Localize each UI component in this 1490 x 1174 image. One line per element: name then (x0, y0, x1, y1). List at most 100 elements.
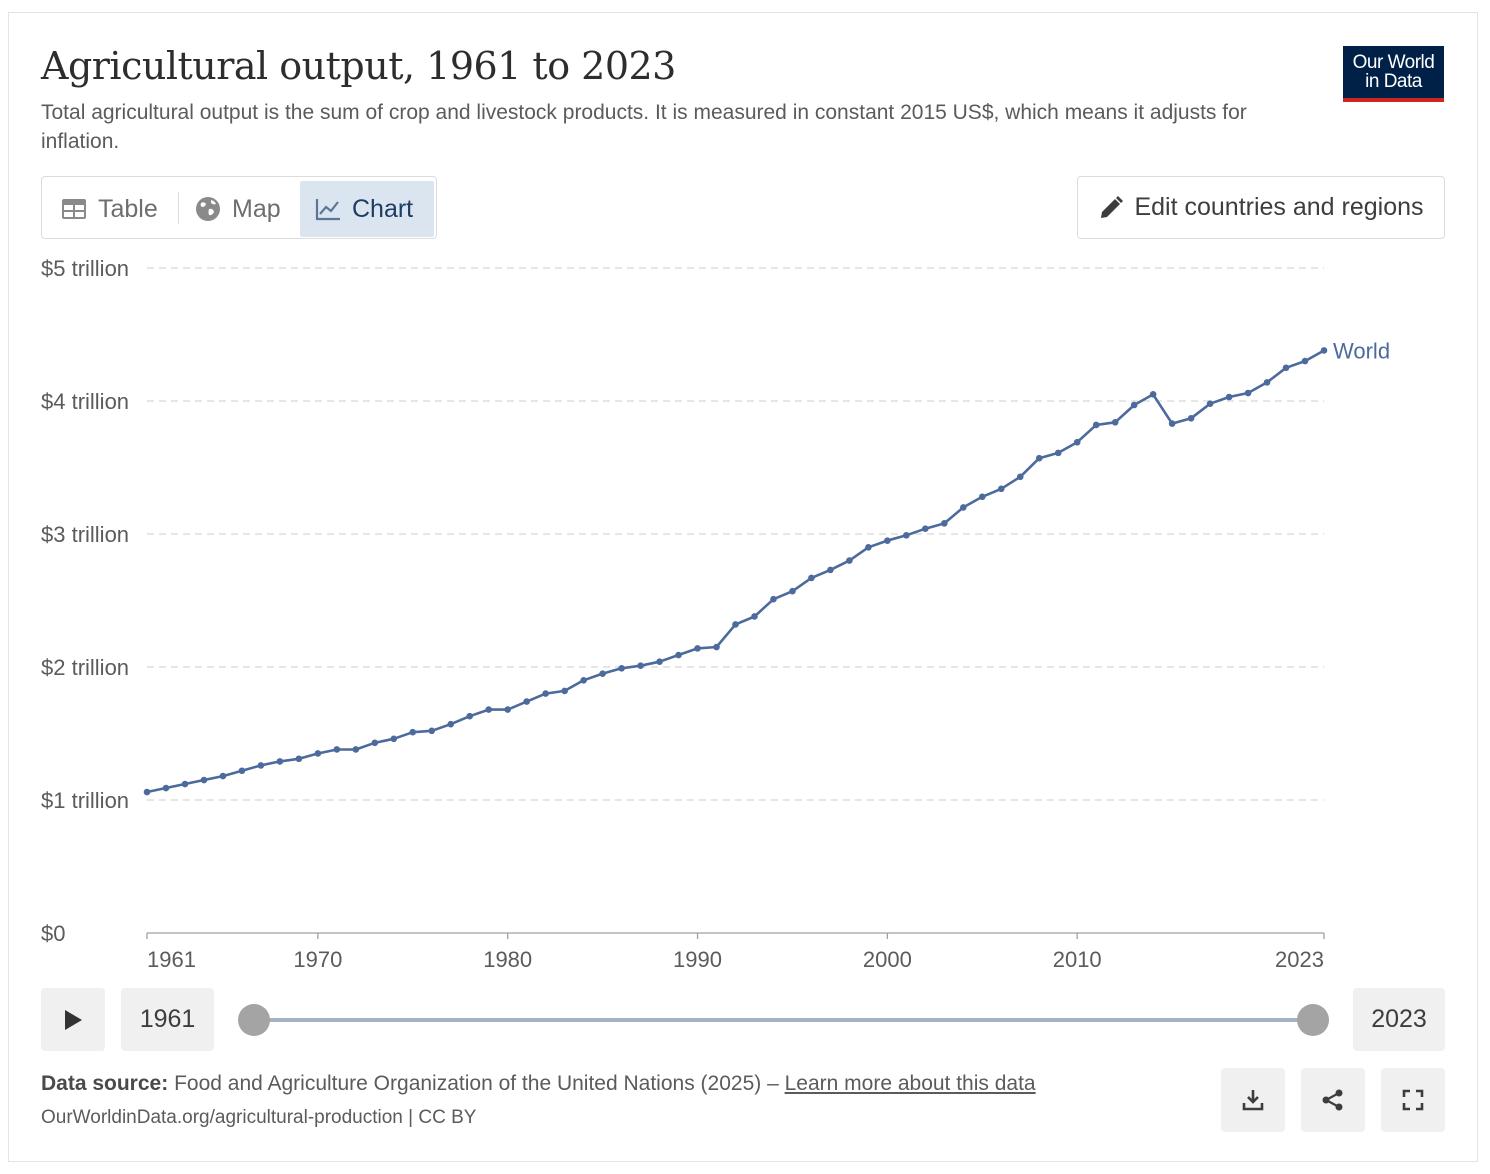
data-source-text: Food and Agriculture Organization of the… (174, 1072, 779, 1095)
learn-more-link[interactable]: Learn more about this data (784, 1072, 1036, 1095)
tab-divider (178, 192, 179, 224)
data-point (694, 645, 701, 652)
data-point (637, 662, 644, 669)
owid-logo[interactable]: Our World in Data (1343, 46, 1444, 102)
y-tick-label: $4 trillion (41, 389, 129, 414)
data-point (447, 720, 455, 728)
data-point (1016, 473, 1024, 481)
data-point (1244, 389, 1252, 397)
download-button[interactable] (1221, 1068, 1285, 1132)
data-point (1073, 438, 1081, 446)
data-point (808, 574, 815, 582)
data-point (770, 595, 777, 603)
data-point (1130, 401, 1138, 409)
tab-table-label: Table (98, 194, 158, 223)
view-tabs: Table Map Chart (41, 176, 437, 239)
data-point (1320, 347, 1328, 354)
data-point (162, 784, 170, 792)
logo-line-1: Our World (1352, 52, 1435, 73)
x-tick-label: 1961 (147, 947, 196, 972)
pencil-icon (1101, 195, 1124, 218)
data-point (732, 621, 739, 628)
line-chart-icon (315, 199, 340, 221)
x-tick-label: 2023 (1275, 947, 1324, 972)
data-point (865, 544, 872, 551)
tab-chart-label: Chart (352, 194, 414, 223)
data-point (314, 750, 322, 757)
data-point (1263, 379, 1271, 386)
data-point (713, 643, 720, 651)
data-point (409, 728, 417, 736)
data-point (580, 677, 587, 684)
data-point (997, 485, 1005, 493)
line-chart: $0 $1 trillion $2 trillion $3 trillion $4 tr… (41, 256, 1390, 972)
series-label-world: World (1333, 338, 1390, 363)
tab-map-label: Map (232, 194, 281, 223)
data-point (1282, 364, 1290, 372)
data-point (846, 557, 853, 564)
data-point (675, 651, 682, 659)
y-tick-label: $3 trillion (41, 522, 129, 547)
edit-countries-label: Edit countries and regions (1134, 193, 1424, 221)
data-point (276, 758, 284, 765)
x-tick-label: 1970 (293, 947, 342, 972)
data-point (1092, 421, 1100, 429)
data-point (219, 772, 227, 780)
logo-line-2: in Data (1365, 71, 1422, 92)
data-source: Data source: Food and Agriculture Organi… (41, 1072, 1036, 1096)
data-point (295, 755, 303, 763)
data-point (238, 767, 246, 775)
data-point (200, 776, 208, 784)
x-tick-label: 2010 (1053, 947, 1102, 972)
data-point (656, 658, 663, 665)
data-point (485, 706, 493, 713)
timeline-slider-track[interactable] (254, 1018, 1313, 1022)
data-point (523, 698, 530, 705)
data-point (1035, 454, 1043, 462)
data-point (789, 587, 796, 595)
data-point (1225, 393, 1233, 401)
y-tick-label: $0 (41, 921, 65, 946)
data-point (390, 735, 398, 743)
data-point (542, 690, 549, 697)
data-point (618, 665, 625, 672)
x-tick-label: 1990 (673, 947, 722, 972)
data-point (352, 746, 360, 753)
data-point (1206, 400, 1214, 407)
data-point (561, 687, 568, 695)
tab-chart[interactable]: Chart (300, 181, 434, 237)
chart-subtitle: Total agricultural output is the sum of … (41, 101, 1247, 153)
data-point (1168, 420, 1176, 427)
data-point (143, 788, 151, 796)
timeline-end-year[interactable]: 2023 (1353, 988, 1445, 1051)
x-tick-label: 2000 (863, 947, 912, 972)
chart-frame (8, 12, 1478, 1162)
tab-table[interactable]: Table (60, 181, 158, 237)
data-point (333, 746, 341, 753)
data-point (599, 670, 606, 677)
data-point (1187, 414, 1195, 422)
data-point (827, 566, 834, 574)
data-point (1054, 449, 1062, 457)
x-tick-label: 1980 (483, 947, 532, 972)
data-point (428, 727, 436, 735)
data-source-label: Data source: (41, 1072, 169, 1095)
timeline-start-handle[interactable] (238, 1004, 270, 1036)
share-icon (1322, 1089, 1343, 1111)
play-button[interactable] (41, 988, 105, 1051)
edit-countries-button[interactable]: Edit countries and regions (1077, 176, 1445, 239)
y-tick-label: $1 trillion (41, 788, 129, 813)
timeline-end-handle[interactable] (1297, 1004, 1329, 1036)
chart-title: Agricultural output, 1961 to 2023 (41, 44, 676, 88)
data-point (903, 532, 910, 539)
download-icon (1242, 1090, 1264, 1111)
data-point (371, 739, 379, 747)
table-icon (62, 199, 86, 219)
data-point (1111, 418, 1119, 426)
source-url[interactable]: OurWorldinData.org/agricultural-producti… (41, 1107, 477, 1128)
data-point (1149, 391, 1157, 398)
share-button[interactable] (1301, 1068, 1365, 1132)
fullscreen-button[interactable] (1381, 1068, 1445, 1132)
timeline-start-year[interactable]: 1961 (121, 988, 214, 1051)
tab-map[interactable]: Map (194, 181, 281, 237)
